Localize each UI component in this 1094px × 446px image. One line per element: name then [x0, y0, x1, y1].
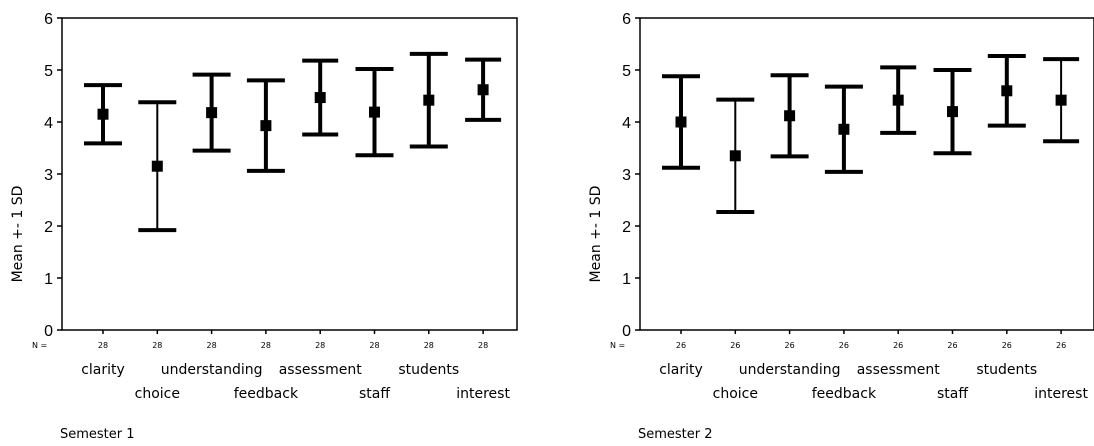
mean-marker: [97, 108, 109, 120]
mean-marker: [151, 160, 163, 172]
n-count: 28: [98, 341, 108, 350]
y-axis-label: Mean +- 1 SD: [10, 186, 26, 283]
y-tick-label: 6: [622, 11, 631, 28]
y-axis-label: Mean +- 1 SD: [588, 186, 604, 283]
panel-caption: Semester 2: [638, 427, 713, 442]
n-count: 28: [207, 341, 217, 350]
y-tick-label: 3: [622, 167, 631, 184]
n-count: 26: [839, 341, 849, 350]
category-label: staff: [359, 386, 390, 402]
n-count: 28: [261, 341, 271, 350]
n-count: 28: [369, 341, 379, 350]
mean-marker: [314, 92, 326, 104]
category-label: students: [976, 362, 1037, 378]
n-count: 28: [152, 341, 162, 350]
category-label: students: [398, 362, 459, 378]
plot-area: [61, 17, 518, 331]
y-tick-label: 0: [44, 323, 53, 340]
mean-marker: [675, 116, 687, 128]
mean-marker: [477, 84, 489, 96]
y-tick-label: 2: [622, 219, 631, 236]
mean-marker: [1001, 85, 1013, 97]
y-tick-label: 3: [44, 167, 53, 184]
mean-marker: [260, 120, 272, 132]
plot-area: [639, 17, 1094, 331]
category-label: feedback: [234, 386, 299, 402]
category-label: choice: [713, 386, 758, 402]
y-tick-label: 4: [622, 115, 631, 132]
category-label: understanding: [161, 362, 263, 378]
y-tick-label: 4: [44, 115, 53, 132]
y-tick-label: 2: [44, 219, 53, 236]
panel-caption: Semester 1: [60, 427, 135, 442]
n-count: 26: [1056, 341, 1066, 350]
n-count: 26: [1002, 341, 1012, 350]
category-label: understanding: [739, 362, 841, 378]
category-label: choice: [135, 386, 180, 402]
mean-marker: [729, 150, 741, 162]
mean-marker: [838, 123, 850, 135]
category-label: feedback: [812, 386, 877, 402]
n-count: 26: [947, 341, 957, 350]
y-tick-label: 0: [622, 323, 631, 340]
n-count: 26: [676, 341, 686, 350]
category-label: assessment: [279, 362, 362, 378]
mean-marker: [892, 94, 904, 106]
category-label: clarity: [659, 362, 703, 378]
n-label: N =: [610, 341, 625, 350]
n-count: 28: [315, 341, 325, 350]
n-count: 28: [424, 341, 434, 350]
chart-panel-2: 0 1 2 3 4 5 6 Mean +- 1 SD N = 26 clarity 26 choice 2…: [588, 11, 1094, 442]
mean-marker: [423, 94, 435, 106]
category-label: assessment: [857, 362, 940, 378]
chart-panel-1: 0 1 2 3 4 5 6 Mean +- 1 SD N = 28 clarity 28 choice 2…: [10, 11, 518, 442]
n-label: N =: [32, 341, 47, 350]
y-tick-label: 5: [44, 63, 53, 80]
y-tick-label: 1: [44, 271, 53, 288]
category-label: interest: [1034, 386, 1088, 402]
y-tick-label: 5: [622, 63, 631, 80]
category-label: clarity: [81, 362, 125, 378]
n-count: 26: [893, 341, 903, 350]
y-tick-label: 6: [44, 11, 53, 28]
n-count: 26: [785, 341, 795, 350]
mean-marker: [947, 106, 958, 118]
n-count: 26: [730, 341, 740, 350]
mean-marker: [206, 107, 218, 119]
category-label: interest: [456, 386, 510, 402]
y-tick-label: 1: [622, 271, 631, 288]
category-label: staff: [937, 386, 968, 402]
mean-marker: [369, 106, 380, 118]
n-count: 28: [478, 341, 488, 350]
mean-marker: [1055, 94, 1067, 106]
mean-marker: [784, 110, 796, 122]
